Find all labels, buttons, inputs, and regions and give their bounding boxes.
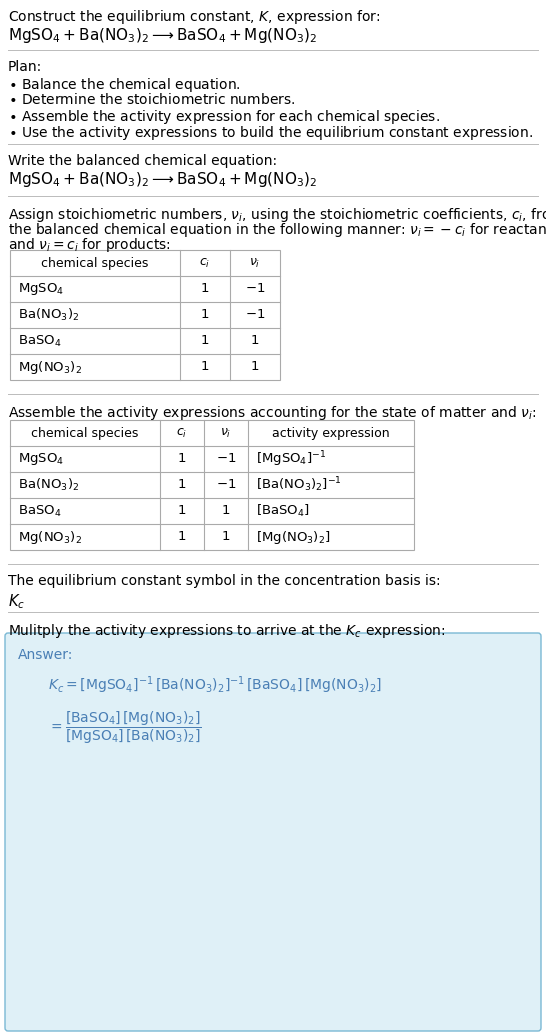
Text: 1: 1 xyxy=(178,479,186,491)
Text: $= \dfrac{[\mathrm{BaSO_4}]\,[\mathrm{Mg(NO_3)_2}]}{[\mathrm{MgSO_4}]\,[\mathrm{: $= \dfrac{[\mathrm{BaSO_4}]\,[\mathrm{Mg… xyxy=(48,710,202,746)
Text: Mulitply the activity expressions to arrive at the $K_c$ expression:: Mulitply the activity expressions to arr… xyxy=(8,622,446,640)
Text: activity expression: activity expression xyxy=(272,427,390,439)
Text: $\mathrm{MgSO_4}$: $\mathrm{MgSO_4}$ xyxy=(18,451,64,467)
Text: Assemble the activity expressions accounting for the state of matter and $\nu_i$: Assemble the activity expressions accoun… xyxy=(8,404,536,422)
Text: 1: 1 xyxy=(178,453,186,465)
Text: $\nu_i$: $\nu_i$ xyxy=(250,257,260,269)
Text: 1: 1 xyxy=(178,505,186,518)
Text: $\mathrm{MgSO_4 + Ba(NO_3)_2 \longrightarrow BaSO_4 + Mg(NO_3)_2}$: $\mathrm{MgSO_4 + Ba(NO_3)_2 \longrighta… xyxy=(8,26,317,45)
Text: 1: 1 xyxy=(251,361,259,374)
Text: chemical species: chemical species xyxy=(31,427,139,439)
Bar xyxy=(10,420,414,550)
Text: 1: 1 xyxy=(201,335,209,347)
Text: $\mathrm{Mg(NO_3)_2}$: $\mathrm{Mg(NO_3)_2}$ xyxy=(18,528,82,546)
Text: Write the balanced chemical equation:: Write the balanced chemical equation: xyxy=(8,154,277,168)
Text: $-1$: $-1$ xyxy=(245,309,265,321)
Text: $\mathrm{BaSO_4}$: $\mathrm{BaSO_4}$ xyxy=(18,334,62,348)
Text: the balanced chemical equation in the following manner: $\nu_i = -c_i$ for react: the balanced chemical equation in the fo… xyxy=(8,221,546,239)
Text: 1: 1 xyxy=(222,530,230,544)
Text: $-1$: $-1$ xyxy=(216,453,236,465)
Text: $\mathrm{Ba(NO_3)_2}$: $\mathrm{Ba(NO_3)_2}$ xyxy=(18,307,79,323)
Text: $\nu_i$: $\nu_i$ xyxy=(221,427,232,439)
Text: Plan:: Plan: xyxy=(8,60,42,74)
Text: 1: 1 xyxy=(201,309,209,321)
Text: $\mathrm{Mg(NO_3)_2}$: $\mathrm{Mg(NO_3)_2}$ xyxy=(18,358,82,375)
Text: $-1$: $-1$ xyxy=(245,283,265,295)
FancyBboxPatch shape xyxy=(5,633,541,1031)
Text: $\bullet$ Balance the chemical equation.: $\bullet$ Balance the chemical equation. xyxy=(8,76,241,94)
Text: $\mathrm{MgSO_4 + Ba(NO_3)_2 \longrightarrow BaSO_4 + Mg(NO_3)_2}$: $\mathrm{MgSO_4 + Ba(NO_3)_2 \longrighta… xyxy=(8,170,317,189)
Text: 1: 1 xyxy=(201,283,209,295)
Text: $\bullet$ Assemble the activity expression for each chemical species.: $\bullet$ Assemble the activity expressi… xyxy=(8,108,440,126)
Text: 1: 1 xyxy=(222,505,230,518)
Text: $c_i$: $c_i$ xyxy=(176,427,188,439)
Text: 1: 1 xyxy=(251,335,259,347)
Text: $c_i$: $c_i$ xyxy=(199,257,211,269)
Bar xyxy=(10,250,280,380)
Text: 1: 1 xyxy=(201,361,209,374)
Text: $[\mathrm{Ba(NO_3)_2}]^{-1}$: $[\mathrm{Ba(NO_3)_2}]^{-1}$ xyxy=(256,476,342,494)
Text: $\mathrm{Ba(NO_3)_2}$: $\mathrm{Ba(NO_3)_2}$ xyxy=(18,477,79,493)
Text: $[\mathrm{BaSO_4}]$: $[\mathrm{BaSO_4}]$ xyxy=(256,502,310,519)
Text: Answer:: Answer: xyxy=(18,648,73,662)
Text: $[\mathrm{Mg(NO_3)_2}]$: $[\mathrm{Mg(NO_3)_2}]$ xyxy=(256,528,330,546)
Text: $-1$: $-1$ xyxy=(216,479,236,491)
Text: $\mathrm{BaSO_4}$: $\mathrm{BaSO_4}$ xyxy=(18,503,62,519)
Text: $K_c$: $K_c$ xyxy=(8,592,25,610)
Text: Construct the equilibrium constant, $K$, expression for:: Construct the equilibrium constant, $K$,… xyxy=(8,8,381,26)
Text: chemical species: chemical species xyxy=(41,257,149,269)
Text: $\bullet$ Use the activity expressions to build the equilibrium constant express: $\bullet$ Use the activity expressions t… xyxy=(8,124,533,142)
Text: Assign stoichiometric numbers, $\nu_i$, using the stoichiometric coefficients, $: Assign stoichiometric numbers, $\nu_i$, … xyxy=(8,206,546,224)
Text: 1: 1 xyxy=(178,530,186,544)
Text: and $\nu_i = c_i$ for products:: and $\nu_i = c_i$ for products: xyxy=(8,236,171,254)
Text: The equilibrium constant symbol in the concentration basis is:: The equilibrium constant symbol in the c… xyxy=(8,574,441,588)
Text: $\mathrm{MgSO_4}$: $\mathrm{MgSO_4}$ xyxy=(18,281,64,297)
Text: $\bullet$ Determine the stoichiometric numbers.: $\bullet$ Determine the stoichiometric n… xyxy=(8,92,295,107)
Text: $[\mathrm{MgSO_4}]^{-1}$: $[\mathrm{MgSO_4}]^{-1}$ xyxy=(256,450,327,469)
Text: $K_c = [\mathrm{MgSO_4}]^{-1}\,[\mathrm{Ba(NO_3)_2}]^{-1}\,[\mathrm{BaSO_4}]\,[\: $K_c = [\mathrm{MgSO_4}]^{-1}\,[\mathrm{… xyxy=(48,674,382,695)
